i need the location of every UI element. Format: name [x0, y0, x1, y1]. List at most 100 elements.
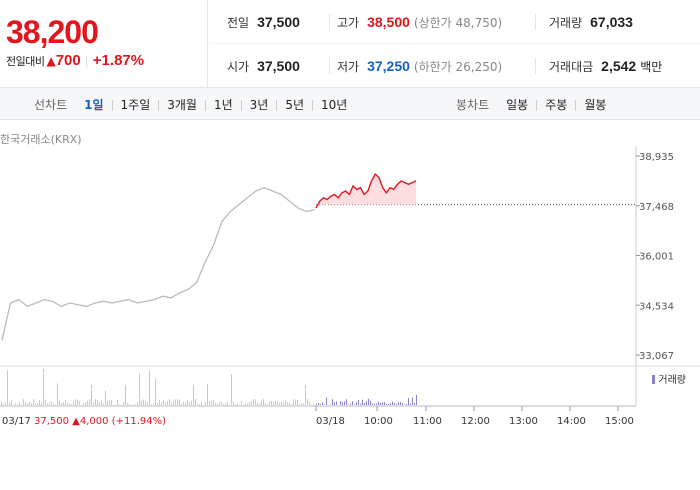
volume-bar — [199, 403, 200, 405]
stat-label: 시가 — [227, 60, 250, 74]
volume-bar — [376, 403, 377, 405]
volume-bar — [237, 403, 238, 405]
x-tick-label: 13:00 — [509, 416, 538, 427]
volume-bar — [153, 403, 154, 405]
tab-1w[interactable]: 1주일 — [120, 98, 151, 112]
volume-bar — [173, 400, 174, 405]
volume-bar — [273, 401, 274, 405]
stat-unit: 백만 — [640, 60, 663, 74]
volume-bar — [39, 400, 40, 405]
volume-bar — [59, 401, 60, 405]
caption-part: (+11.94%) — [112, 416, 166, 427]
volume-bar — [269, 401, 270, 405]
divider — [158, 100, 160, 111]
volume-bar — [227, 401, 228, 405]
volume-bar — [388, 403, 389, 405]
line-chart-label: 선차트 — [34, 98, 68, 112]
volume-bar — [157, 402, 158, 405]
stat-value: 2,542 — [601, 58, 637, 74]
volume-bar — [394, 403, 395, 405]
volume-bar — [380, 402, 381, 405]
volume-bar — [135, 404, 136, 405]
divider — [312, 100, 314, 111]
volume-bar — [299, 404, 300, 405]
volume-bar — [27, 403, 28, 405]
volume-bar — [117, 400, 118, 405]
volume-bar — [217, 403, 218, 405]
stat-value: 67,033 — [590, 14, 633, 30]
volume-bar — [83, 402, 84, 405]
volume-bar — [71, 404, 72, 405]
volume-bar — [392, 401, 393, 405]
volume-bar — [73, 400, 74, 405]
volume-bar — [175, 399, 176, 405]
volume-bar — [19, 402, 20, 405]
volume-bar — [69, 403, 70, 405]
tab-weekly[interactable]: 주봉 — [545, 98, 568, 112]
stat-low: 저가 37,250 (하한가 26,250) — [337, 58, 502, 75]
volume-bar — [163, 399, 164, 405]
volume-bar — [219, 402, 220, 405]
volume-bar — [101, 400, 102, 405]
tab-3y[interactable]: 3년 — [249, 98, 269, 112]
volume-bar — [368, 398, 369, 405]
volume-bar — [293, 399, 294, 405]
volume-bar — [263, 399, 264, 405]
volume-bar — [105, 390, 106, 405]
volume-bar — [279, 402, 280, 405]
volume-bar — [45, 399, 46, 405]
stat-sub: (상한가 48,750) — [413, 16, 503, 30]
tab-10y[interactable]: 10년 — [321, 98, 348, 112]
stat-amount: 거래대금 2,542 백만 — [549, 58, 662, 75]
volume-bar — [127, 403, 128, 405]
volume-bar — [283, 402, 284, 405]
tab-1y[interactable]: 1년 — [213, 98, 233, 112]
tab-monthly[interactable]: 월봉 — [584, 98, 607, 112]
volume-bar — [129, 404, 130, 405]
volume-bar — [336, 401, 337, 405]
stat-volume: 거래량 67,033 — [549, 14, 633, 31]
tab-3m[interactable]: 3개월 — [167, 98, 197, 112]
volume-bar — [344, 401, 345, 405]
volume-bar — [261, 400, 262, 405]
volume-bar — [360, 403, 361, 405]
volume-bar — [189, 402, 190, 405]
today-date-label: 03/18 — [316, 416, 345, 427]
stat-prev-close: 전일 37,500 — [227, 14, 300, 31]
volume-bar — [247, 403, 248, 405]
tab-5y[interactable]: 5년 — [285, 98, 305, 112]
caption-part: ▲ — [72, 416, 80, 427]
prev-day-line — [1, 187, 316, 341]
volume-bar — [147, 402, 148, 405]
volume-bar — [251, 401, 252, 405]
volume-bar — [257, 402, 258, 405]
price-chart: 한국거래소(KRX) 38,935 37,468 36,001 34,534 33,06… — [0, 121, 700, 490]
tab-1d[interactable]: 1일 — [84, 98, 104, 112]
current-price: 38,200 — [6, 14, 99, 50]
volume-bar — [281, 401, 282, 405]
volume-bar — [307, 399, 308, 405]
price-summary: 38,200 전일대비 ▲700 | +1.87% 전일 37,500 고가 38,500… — [0, 0, 700, 88]
volume-bar — [41, 402, 42, 405]
divider — [111, 100, 113, 111]
volume-bar — [29, 401, 30, 405]
x-tick-label: 12:00 — [461, 416, 490, 427]
volume-bar — [231, 374, 232, 405]
y-tick-label: 37,468 — [639, 202, 674, 213]
stat-open: 시가 37,500 — [227, 58, 300, 75]
tab-daily[interactable]: 일봉 — [506, 98, 529, 112]
chart-period-tabs: 선차트 1일 1주일 3개월 1년 3년 5년 10년 봉차트 일봉 주봉 월봉 — [0, 88, 700, 120]
volume-bar — [320, 404, 321, 405]
volume-bar — [370, 400, 371, 405]
divider — [536, 100, 538, 111]
volume-bar — [93, 402, 94, 405]
divider — [240, 100, 242, 111]
today-price-line — [315, 173, 417, 209]
candle-chart-label: 봉차트 — [456, 98, 490, 112]
volume-bar — [384, 402, 385, 405]
x-tick-label: 14:00 — [557, 416, 586, 427]
volume-legend-label: 거래량 — [658, 375, 686, 386]
volume-bar — [209, 401, 210, 405]
up-triangle-icon: ▲ — [46, 54, 56, 68]
volume-swatch — [652, 375, 656, 384]
